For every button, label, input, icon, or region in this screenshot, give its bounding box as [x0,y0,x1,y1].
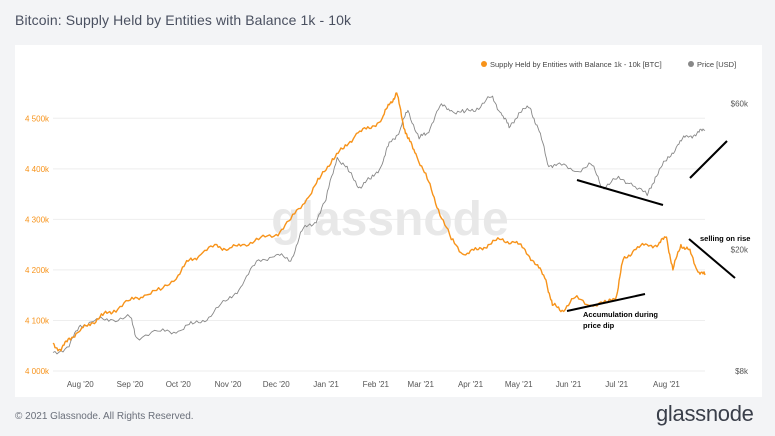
legend-dot-price [688,61,694,67]
x-tick-label: May '21 [505,380,533,389]
y-tick-label-right: $20k [731,245,749,254]
x-tick-label: Mar '21 [408,380,435,389]
chart-svg: glassnode 4 000k 4 100k 4 200k 4 300k 4 400k… [25,60,750,389]
x-tick-label: Jun '21 [556,380,582,389]
x-tick-label: Aug '20 [67,380,94,389]
y-tick-label-right: $8k [735,367,749,376]
x-tick-label: Dec '20 [263,380,290,389]
y-axis-left: 4 000k 4 100k 4 200k 4 300k 4 400k 4 500k [25,114,50,376]
legend[interactable]: Supply Held by Entities with Balance 1k … [481,60,736,69]
x-tick-label: Apr '21 [458,380,484,389]
y-tick-label-right: $60k [731,100,749,109]
y-tick-label-left: 4 300k [25,215,50,224]
legend-dot-supply [481,61,487,67]
price-line [52,95,706,355]
annotation-line-accumulation [566,293,646,312]
annotation-line-price-dip [576,179,664,206]
y-tick-label-left: 4 100k [25,316,50,325]
annotation-line-price-rise [689,140,728,179]
x-tick-label: Jan '21 [313,380,339,389]
grid-lines [53,117,705,372]
series-lines [52,92,706,355]
x-tick-label: Oct '20 [166,380,192,389]
x-tick-label: Nov '20 [215,380,242,389]
x-tick-label: Jul '21 [605,380,628,389]
page-title: Bitcoin: Supply Held by Entities with Ba… [15,12,352,28]
y-tick-label-left: 4 500k [25,114,50,123]
y-tick-label-left: 4 400k [25,165,50,174]
supply-line [52,92,706,352]
x-axis: Aug '20 Sep '20 Oct '20 Nov '20 Dec '20 Jan '… [67,380,681,389]
y-tick-label-left: 4 200k [25,266,50,275]
watermark: glassnode [271,193,508,246]
y-tick-label-left: 4 000k [25,367,50,376]
annotation-line-selling [688,238,736,279]
annotation-selling: selling on rise [700,234,750,243]
x-tick-label: Sep '20 [117,380,144,389]
x-tick-label: Aug '21 [653,380,680,389]
y-axis-right: $8k $20k $60k [731,100,749,376]
brand-logo: glassnode [656,401,754,426]
x-tick-label: Feb '21 [363,380,390,389]
chart-card: glassnode 4 000k 4 100k 4 200k 4 300k 4 400k… [15,45,762,397]
annotations: Accumulation during price dip selling on r… [566,140,750,330]
legend-label-supply: Supply Held by Entities with Balance 1k … [490,60,662,69]
copyright: © 2021 Glassnode. All Rights Reserved. [15,411,194,422]
annotation-accumulation: Accumulation during price dip [583,310,658,330]
legend-label-price: Price [USD] [697,60,736,69]
